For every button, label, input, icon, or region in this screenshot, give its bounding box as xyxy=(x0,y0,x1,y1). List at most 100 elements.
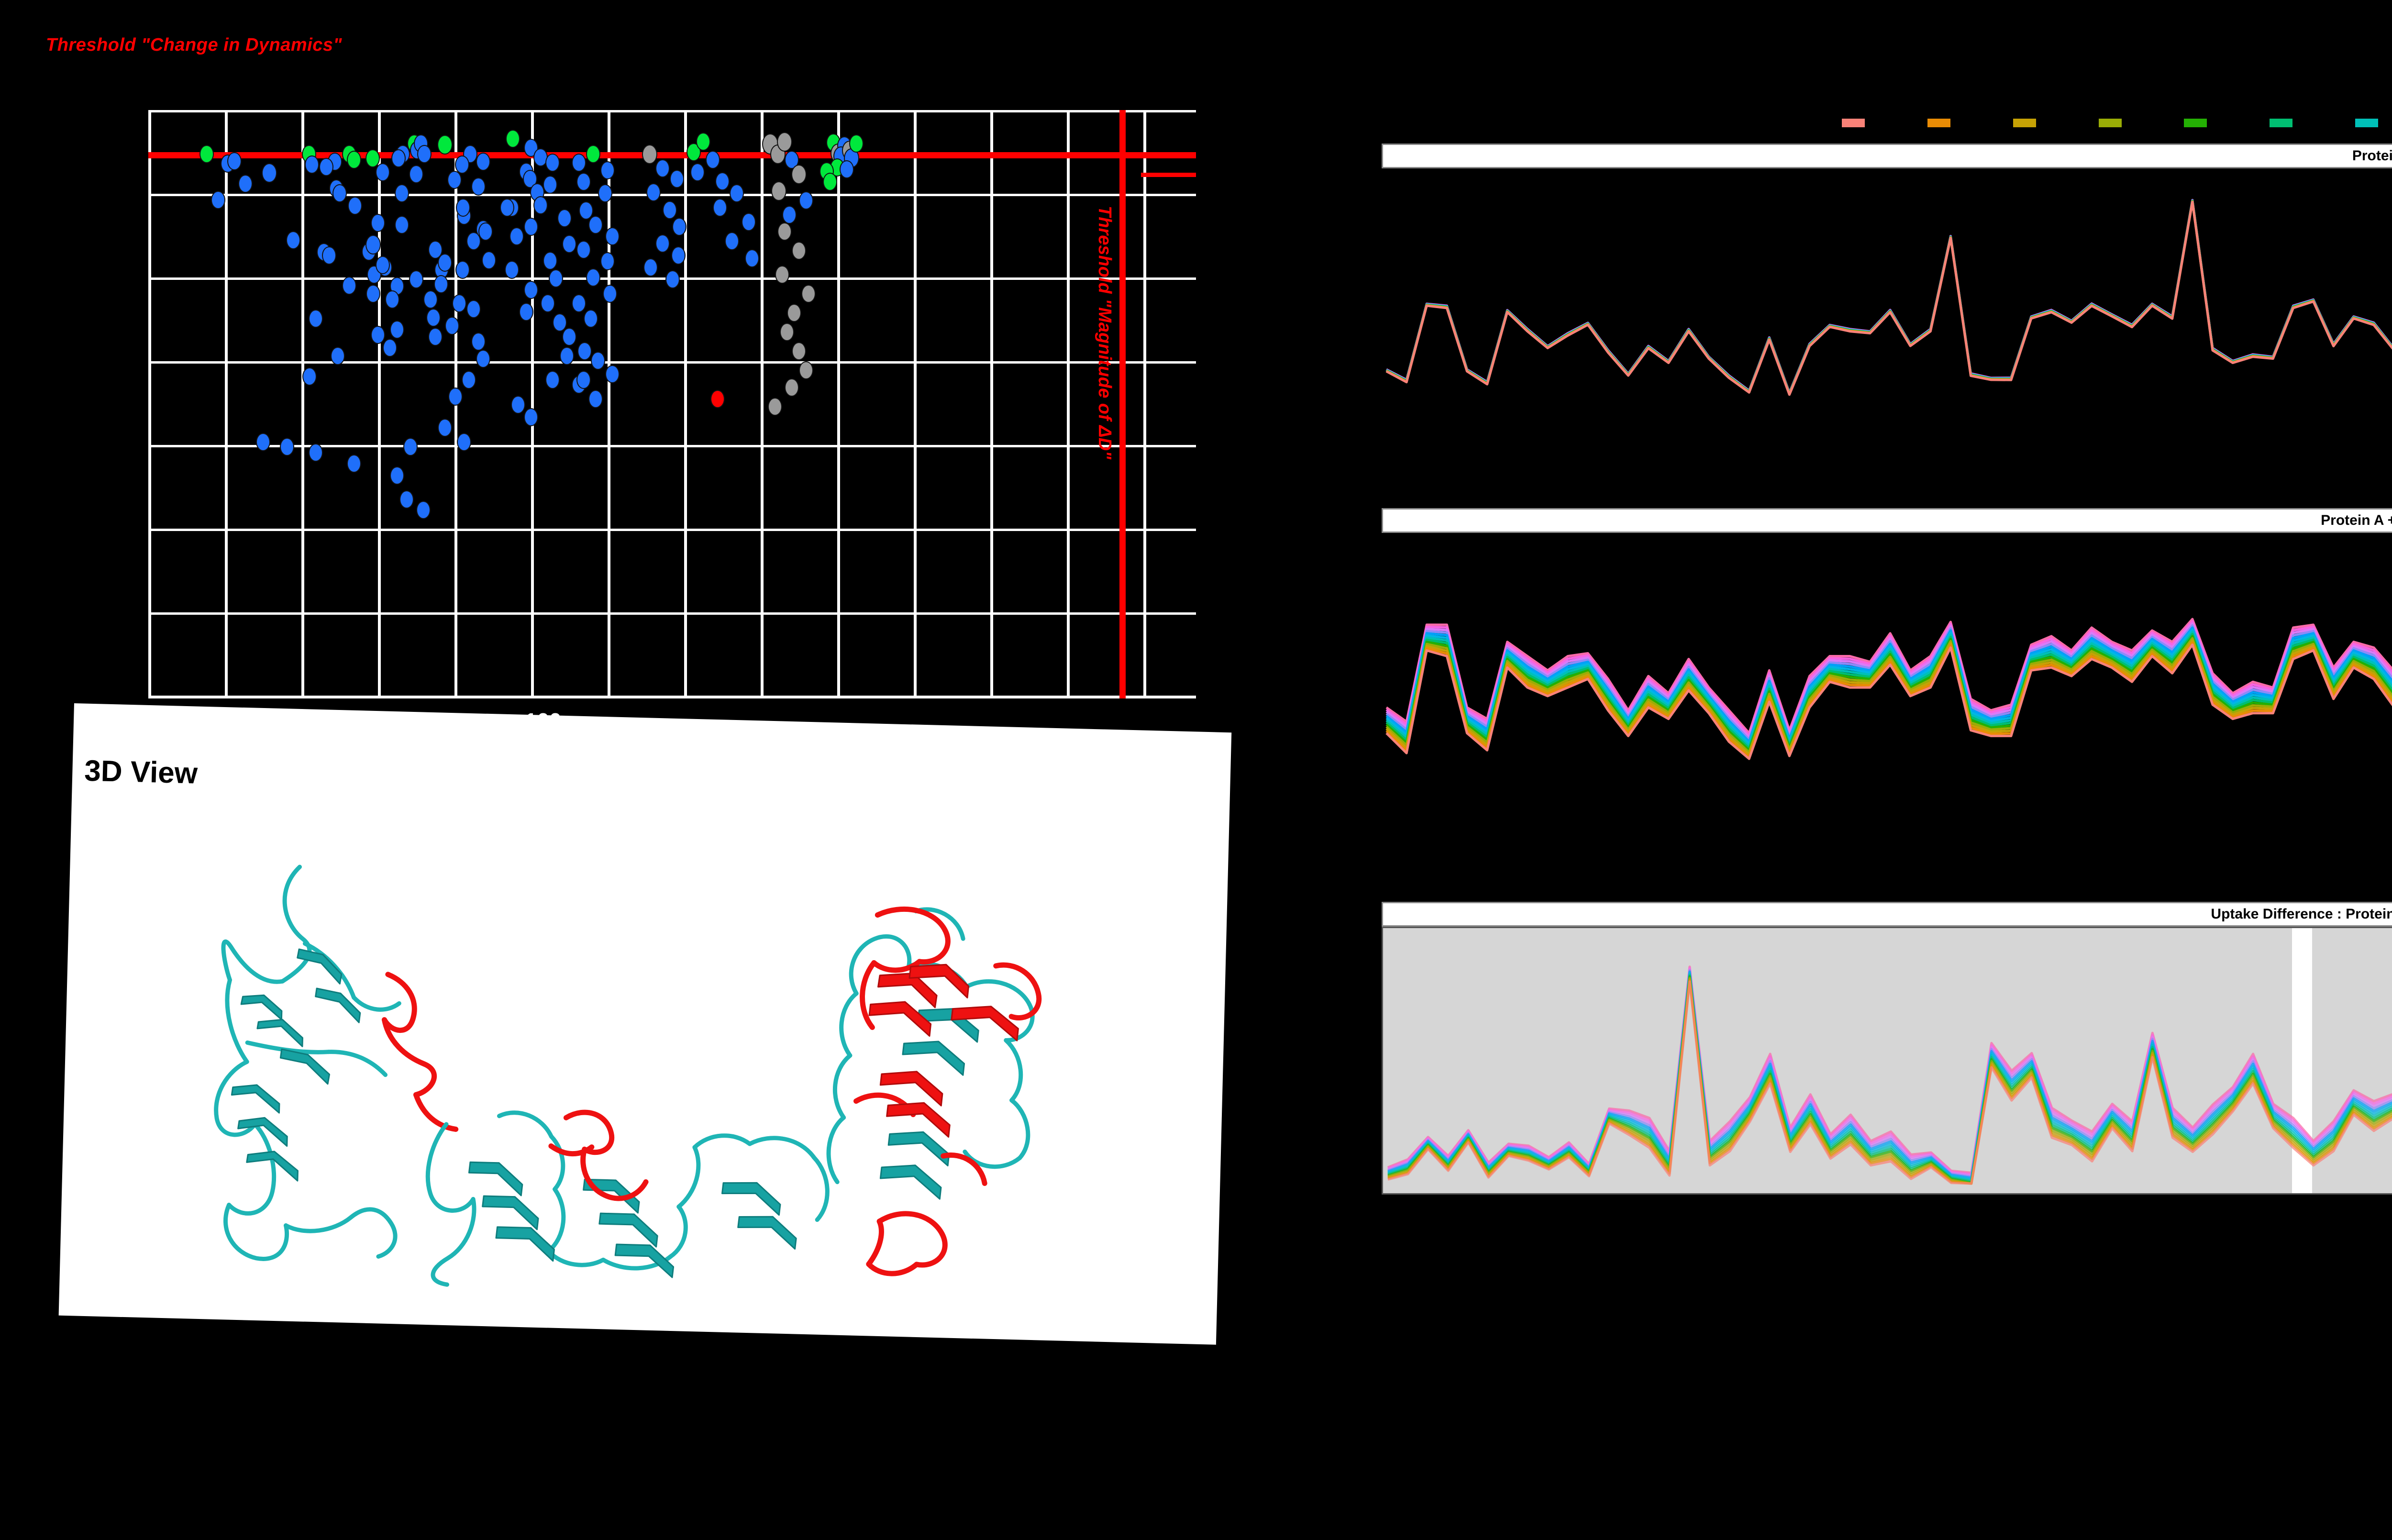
scatter-point-blue[interactable] xyxy=(598,184,612,203)
scatter-point-blue[interactable] xyxy=(713,199,727,217)
scatter-point-grey[interactable] xyxy=(787,304,801,322)
scatter-point-blue[interactable] xyxy=(395,184,409,203)
scatter-point-blue[interactable] xyxy=(541,294,555,313)
legend-swatch-6[interactable] xyxy=(2270,119,2292,127)
scatter-point-blue[interactable] xyxy=(434,275,448,294)
scatter-point-blue[interactable] xyxy=(715,172,730,191)
scatter-point-blue[interactable] xyxy=(576,241,591,259)
scatter-point-blue[interactable] xyxy=(438,254,452,272)
scatter-point-blue[interactable] xyxy=(730,184,744,203)
scatter-point-blue[interactable] xyxy=(706,151,720,169)
scatter-point-blue[interactable] xyxy=(376,256,390,275)
scatter-point-blue[interactable] xyxy=(371,326,385,344)
scatter-point-blue[interactable] xyxy=(562,235,576,254)
scatter-point-blue[interactable] xyxy=(471,332,486,351)
scatter-point-blue[interactable] xyxy=(445,317,459,335)
scatter-point-blue[interactable] xyxy=(286,231,300,250)
scatter-point-blue[interactable] xyxy=(391,149,406,168)
scatter-point-blue[interactable] xyxy=(256,433,270,452)
scatter-point-grey[interactable] xyxy=(771,181,786,201)
scatter-point-green[interactable] xyxy=(696,133,710,151)
scatter-point-green[interactable] xyxy=(506,130,520,148)
scatter-point-blue[interactable] xyxy=(782,206,797,224)
scatter-point-blue[interactable] xyxy=(462,371,476,389)
scatter-point-blue[interactable] xyxy=(428,241,443,259)
scatter-point-blue[interactable] xyxy=(367,266,381,284)
legend-swatch-5[interactable] xyxy=(2184,119,2207,127)
scatter-point-grey[interactable] xyxy=(642,144,657,164)
scatter-point-blue[interactable] xyxy=(428,328,443,346)
scatter-point-blue[interactable] xyxy=(423,290,438,309)
scatter-point-blue[interactable] xyxy=(302,367,317,386)
scatter-point-blue[interactable] xyxy=(584,310,598,328)
volcano-plot-area[interactable] xyxy=(148,110,1196,698)
scatter-point-grey[interactable] xyxy=(777,132,792,152)
scatter-point-blue[interactable] xyxy=(403,438,418,456)
scatter-point-blue[interactable] xyxy=(591,352,605,370)
scatter-point-blue[interactable] xyxy=(543,176,557,194)
scatter-point-green[interactable] xyxy=(437,135,453,155)
scatter-point-blue[interactable] xyxy=(523,170,537,188)
scatter-point-blue[interactable] xyxy=(524,281,538,299)
scatter-point-grey[interactable] xyxy=(791,165,807,184)
scatter-point-blue[interactable] xyxy=(690,163,705,182)
scatter-point-grey[interactable] xyxy=(777,222,792,241)
scatter-point-green[interactable] xyxy=(849,134,864,153)
scatter-point-blue[interactable] xyxy=(319,158,333,177)
scatter-point-grey[interactable] xyxy=(801,285,816,303)
scatter-point-blue[interactable] xyxy=(576,371,591,389)
scatter-point-blue[interactable] xyxy=(238,175,253,193)
scatter-point-blue[interactable] xyxy=(799,191,813,210)
scatter-point-blue[interactable] xyxy=(448,388,463,406)
scatter-point-blue[interactable] xyxy=(452,294,466,313)
scatter-point-grey[interactable] xyxy=(775,266,789,284)
scatter-point-blue[interactable] xyxy=(383,339,397,357)
scatter-point-blue[interactable] xyxy=(605,365,620,384)
scatter-point-blue[interactable] xyxy=(466,300,481,319)
scatter-point-grey[interactable] xyxy=(799,361,813,380)
scatter-point-blue[interactable] xyxy=(331,347,345,366)
scatter-point-blue[interactable] xyxy=(509,227,524,246)
scatter-point-blue[interactable] xyxy=(399,490,414,509)
scatter-point-blue[interactable] xyxy=(588,216,603,234)
scatter-point-blue[interactable] xyxy=(543,252,557,270)
scatter-point-blue[interactable] xyxy=(519,303,533,321)
scatter-point-blue[interactable] xyxy=(524,218,538,236)
scatter-point-green[interactable] xyxy=(823,173,837,191)
scatter-point-blue[interactable] xyxy=(227,152,242,171)
scatter-point-blue[interactable] xyxy=(524,408,538,427)
protein-structure-canvas[interactable] xyxy=(132,801,1124,1304)
scatter-point-blue[interactable] xyxy=(438,419,452,437)
scatter-point-blue[interactable] xyxy=(409,270,423,289)
scatter-point-blue[interactable] xyxy=(385,290,399,309)
scatter-point-blue[interactable] xyxy=(670,170,684,188)
scatter-point-blue[interactable] xyxy=(416,501,431,520)
scatter-point-blue[interactable] xyxy=(471,177,486,196)
scatter-point-blue[interactable] xyxy=(745,249,759,268)
scatter-point-blue[interactable] xyxy=(572,154,586,172)
scatter-point-blue[interactable] xyxy=(456,199,470,217)
legend-swatch-3[interactable] xyxy=(2013,119,2036,127)
scatter-point-blue[interactable] xyxy=(371,214,385,233)
scatter-point-blue[interactable] xyxy=(463,145,477,164)
scatter-point-blue[interactable] xyxy=(409,165,423,184)
scatter-point-blue[interactable] xyxy=(586,268,600,287)
scatter-point-blue[interactable] xyxy=(347,454,361,473)
scatter-point-blue[interactable] xyxy=(562,328,576,346)
trace-plot-protein-a[interactable] xyxy=(1382,172,2392,411)
scatter-point-blue[interactable] xyxy=(280,438,294,456)
scatter-point-blue[interactable] xyxy=(742,213,756,232)
legend-swatch-7[interactable] xyxy=(2355,119,2378,127)
scatter-point-blue[interactable] xyxy=(476,153,490,171)
scatter-point-blue[interactable] xyxy=(366,285,380,303)
scatter-point-blue[interactable] xyxy=(663,201,677,220)
scatter-point-blue[interactable] xyxy=(553,313,567,332)
scatter-point-green[interactable] xyxy=(586,145,600,164)
scatter-point-blue[interactable] xyxy=(342,277,356,295)
scatter-point-blue[interactable] xyxy=(309,443,323,462)
scatter-point-blue[interactable] xyxy=(500,199,514,217)
scatter-point-blue[interactable] xyxy=(476,350,490,368)
scatter-point-blue[interactable] xyxy=(557,209,572,228)
scatter-point-blue[interactable] xyxy=(577,342,592,361)
view-3d-card[interactable]: 3D View xyxy=(58,703,1232,1522)
